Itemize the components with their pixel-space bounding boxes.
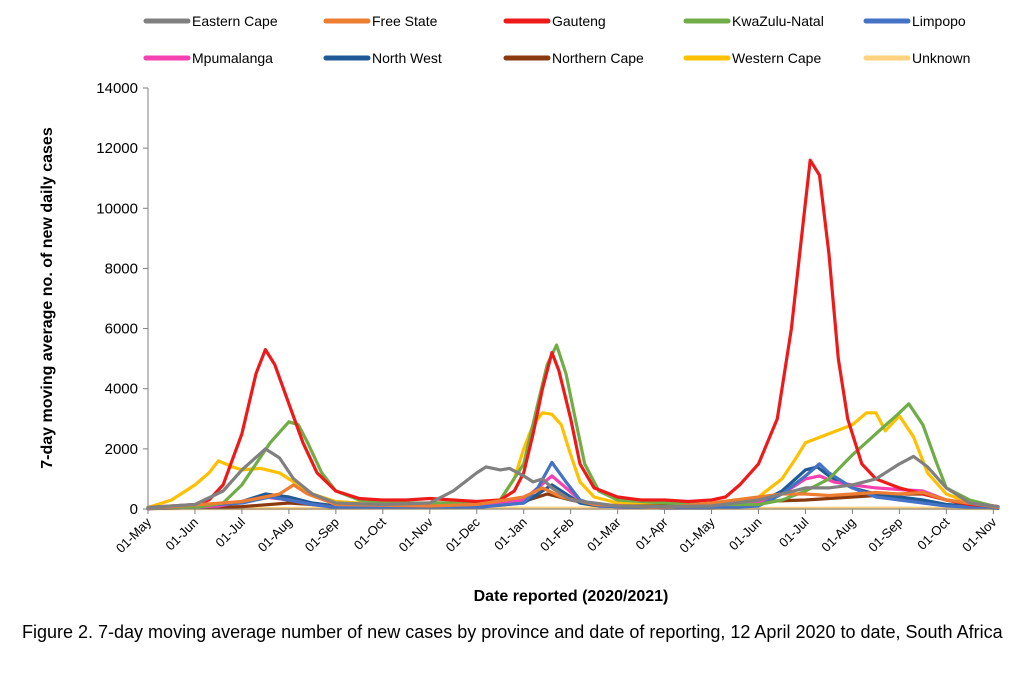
legend: Eastern Cape Free State Gauteng KwaZulu-Nat… [143,13,970,66]
legend-label: Northern Cape [552,50,644,66]
series-line-eastern-cape [146,447,1000,510]
x-tick-label: 01-Nov [396,514,437,555]
legend-item-western-cape: Western Cape [683,50,821,66]
series-line-unknown [146,506,1000,511]
y-ticks: 0 2000 4000 6000 8000 10000 12000 14000 [96,80,148,518]
legend-item-eastern-cape: Eastern Cape [143,13,278,29]
y-tick-label: 14000 [96,80,138,97]
legend-label: North West [372,50,442,66]
legend-label: KwaZulu-Natal [732,13,824,29]
x-tick-label: 01-Dec [443,514,484,555]
legend-label: Mpumalanga [192,50,273,66]
legend-label: Free State [372,13,438,29]
legend-item-mpumalanga: Mpumalanga [143,50,273,66]
x-tick-label: 01-Aug [818,515,858,555]
y-tick-label: 6000 [105,321,138,338]
legend-item-limpopo: Limpopo [863,13,966,29]
legend-label: Eastern Cape [192,13,278,29]
figure-caption: Figure 2. 7-day moving average number of… [22,622,1003,642]
x-tick-label: 01-Jun [162,515,201,554]
legend-label: Gauteng [552,13,606,29]
x-tick-label: 01-Oct [914,514,952,552]
x-tick-label: 01-May [676,514,718,556]
x-tick-label: 01-Jan [491,515,530,554]
legend-item-gauteng: Gauteng [503,13,606,29]
x-tick-label: 01-Apr [632,514,671,553]
series-line-gauteng [146,158,1000,510]
y-tick-label: 0 [130,501,138,518]
legend-item-free-state: Free State [323,13,438,29]
x-tick-label: 01-Sep [865,515,905,555]
x-tick-label: 01-Mar [584,514,624,554]
legend-item-unknown: Unknown [863,50,970,66]
series-layer [146,158,1000,511]
x-tick-label: 01-Nov [959,514,1000,555]
legend-label: Limpopo [912,13,966,29]
x-tick-label: 01-Jun [726,515,765,554]
legend-item-kwazulu-natal: KwaZulu-Natal [683,13,824,29]
y-tick-label: 8000 [105,260,138,277]
axes [147,88,998,510]
y-tick-label: 12000 [96,140,138,157]
legend-label: Unknown [912,50,970,66]
y-tick-label: 4000 [105,381,138,398]
x-tick-label: 01-Feb [537,515,577,555]
x-tick-label: 01-Oct [351,514,389,552]
y-tick-label: 10000 [96,200,138,217]
legend-label: Western Cape [732,50,821,66]
legend-item-north-west: North West [323,50,442,66]
x-ticks: 01-May 01-Jun 01-Jul 01-Aug 01-Sep 01-Oct 01-N… [113,509,1000,556]
x-tick-label: 01-Aug [255,515,295,555]
x-tick-label: 01-Jul [212,514,248,550]
x-tick-label: 01-Sep [302,515,342,555]
y-axis-title: 7-day moving average no. of new daily ca… [39,127,56,469]
y-tick-label: 2000 [105,441,138,458]
line-chart: Eastern Cape Free State Gauteng KwaZulu-Nat… [39,13,1000,605]
x-tick-label: 01-May [113,514,155,556]
x-axis-title: Date reported (2020/2021) [474,588,669,605]
series-line-western-cape [146,411,1000,510]
legend-item-northern-cape: Northern Cape [503,50,644,66]
x-tick-label: 01-Jul [776,514,812,550]
